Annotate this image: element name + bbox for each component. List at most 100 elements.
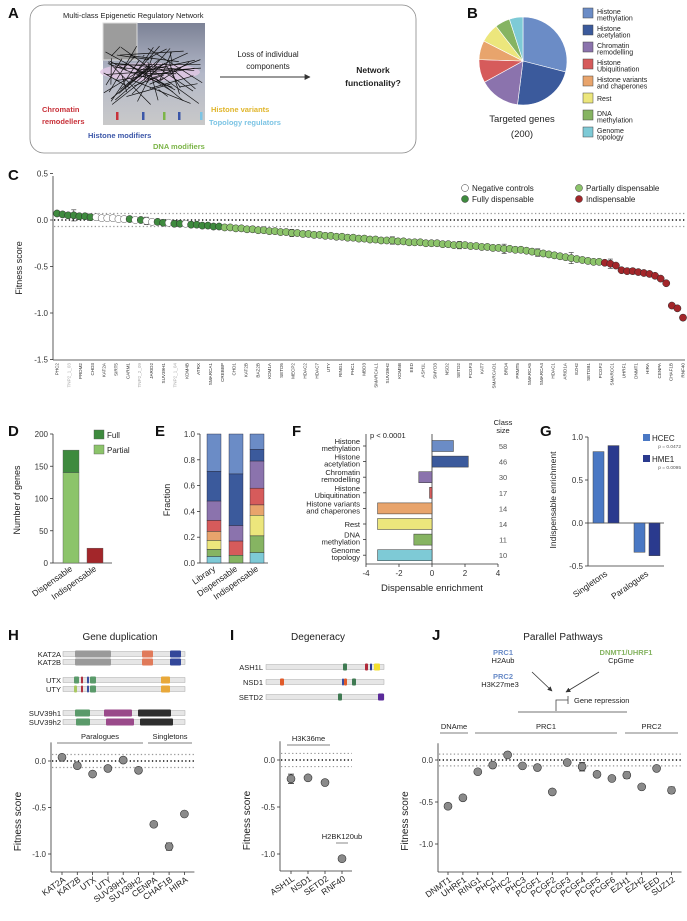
y-tick-label: -0.5 bbox=[34, 263, 48, 272]
protein-backbone bbox=[62, 659, 186, 665]
legend-label: Partially dispensable bbox=[586, 184, 660, 193]
legend-label: Histone variants bbox=[597, 77, 648, 84]
enrichment-bar bbox=[377, 502, 433, 515]
y-axis-title: Fitness score bbox=[14, 241, 24, 295]
network-edge bbox=[115, 67, 195, 82]
arrow-icon bbox=[531, 671, 553, 692]
panel-b-pie-chart: Targeted genes(200)HistonemethylationHis… bbox=[478, 7, 648, 142]
network-node-pin bbox=[178, 112, 181, 120]
gene-label: SETD2 bbox=[456, 363, 461, 378]
protein-domain bbox=[138, 709, 171, 717]
label-histone-modifiers: Histone modifiers bbox=[88, 131, 151, 140]
gene-label: KDM4B bbox=[184, 363, 189, 379]
y-tick-label: 0.0 bbox=[572, 519, 584, 528]
y-tick-label: 150 bbox=[35, 462, 49, 471]
protein-domain bbox=[75, 650, 111, 658]
protein-backbone bbox=[265, 679, 385, 685]
y-tick-label: 50 bbox=[39, 527, 48, 536]
stacked-segment bbox=[228, 555, 244, 564]
network-edge bbox=[149, 75, 194, 89]
legend-label: acetylation bbox=[597, 33, 631, 40]
category-label: Ubiquitination bbox=[315, 491, 360, 500]
cpgme-label: CpGme bbox=[608, 656, 634, 665]
network-edge bbox=[134, 74, 165, 87]
legend-label: Histone bbox=[597, 60, 621, 67]
y-axis-title: Number of genes bbox=[12, 465, 22, 535]
data-point-indispensable bbox=[662, 279, 671, 288]
legend-swatch bbox=[582, 126, 594, 138]
stacked-segment bbox=[249, 460, 265, 489]
y-tick-label: 1.0 bbox=[572, 433, 584, 442]
network-edge bbox=[137, 78, 150, 102]
legend-marker bbox=[575, 195, 583, 203]
panel-label-b: B bbox=[467, 5, 478, 22]
network-edge bbox=[124, 62, 174, 93]
data-point bbox=[180, 809, 189, 819]
enrichment-bar bbox=[377, 518, 433, 530]
panel-i-degeneracy: Degeneracy ASH1L NSD1 SETD2 H3K36me 0.0 -0.5 -1… bbox=[239, 632, 385, 897]
panel-title: Gene duplication bbox=[82, 632, 157, 643]
pie-title: Targeted genes bbox=[489, 114, 555, 125]
stacked-segment bbox=[206, 471, 222, 502]
network-edge bbox=[158, 89, 168, 97]
network-edge bbox=[121, 74, 128, 93]
y-tick-label: 100 bbox=[35, 495, 49, 504]
gene-label: HDAC7 bbox=[314, 363, 319, 379]
y-axis-title: Fitness score bbox=[242, 790, 253, 850]
gene-label: KAT2A bbox=[102, 362, 107, 377]
y-tick-label: -0.5 bbox=[32, 804, 46, 813]
panel-a: A Multi-class Epigenetic Regulatory Netw… bbox=[8, 4, 417, 154]
gene-label: PRMT5 bbox=[515, 363, 520, 379]
class-size-value: 11 bbox=[499, 536, 507, 545]
legend-marker bbox=[461, 195, 469, 203]
gene-label: CENPA bbox=[657, 362, 662, 378]
stacked-segment bbox=[206, 520, 222, 532]
protein-domain bbox=[81, 676, 83, 684]
protein-domain bbox=[374, 663, 380, 671]
category-label: DNA bbox=[344, 531, 360, 540]
x-tick-label: -4 bbox=[362, 569, 370, 578]
network-edge bbox=[106, 67, 201, 75]
gene-label: SMARCC1 bbox=[610, 363, 615, 386]
network-title: Multi-class Epigenetic Regulatory Networ… bbox=[63, 11, 204, 20]
panel-label-f: F bbox=[292, 423, 301, 440]
network-edge bbox=[130, 72, 177, 75]
protein-domain bbox=[161, 685, 170, 693]
gene-label: ATRX bbox=[196, 363, 201, 375]
gene-label: SUV39H1 bbox=[161, 363, 166, 384]
gene-label: SMARCA1 bbox=[208, 363, 213, 386]
panel-title: Degeneracy bbox=[291, 632, 345, 643]
bar-full bbox=[62, 449, 80, 473]
network-edge bbox=[153, 76, 184, 102]
gene-label: CREBBP bbox=[220, 363, 225, 382]
stacked-segment bbox=[228, 473, 244, 526]
legend-label: remodelling bbox=[597, 50, 633, 57]
x-tick-label: Paralogues bbox=[609, 568, 650, 601]
panel-label-h: H bbox=[8, 627, 19, 644]
gene-label: SETDB1 bbox=[586, 363, 591, 381]
panel-title: Parallel Pathways bbox=[523, 632, 602, 643]
data-point bbox=[488, 760, 498, 770]
network-edge bbox=[147, 48, 203, 84]
promoter-inhibition-icon bbox=[555, 696, 569, 711]
network-edge bbox=[149, 78, 164, 85]
prc1-label: PRC1 bbox=[493, 648, 513, 657]
gene-label: BAZ2B bbox=[255, 363, 260, 378]
y-tick-label: 0.4 bbox=[184, 507, 196, 516]
network-edge bbox=[137, 52, 188, 77]
arrow-text-1: Loss of individual bbox=[237, 50, 299, 59]
legend-label: Full bbox=[107, 431, 120, 440]
gene-label: BRD4 bbox=[503, 363, 508, 376]
y-tick-label: 0.6 bbox=[184, 482, 196, 491]
network-edge bbox=[123, 55, 136, 69]
enrichment-bar bbox=[431, 440, 454, 452]
network-edge bbox=[105, 58, 123, 86]
class-size-header: Class bbox=[494, 418, 513, 427]
pie-slice bbox=[509, 16, 524, 62]
network-edge bbox=[143, 56, 153, 81]
category-label: Genome bbox=[331, 546, 360, 555]
x-tick-label: 2 bbox=[463, 569, 468, 578]
legend-label: Indispensable bbox=[586, 195, 636, 204]
legend-swatch bbox=[582, 24, 594, 36]
